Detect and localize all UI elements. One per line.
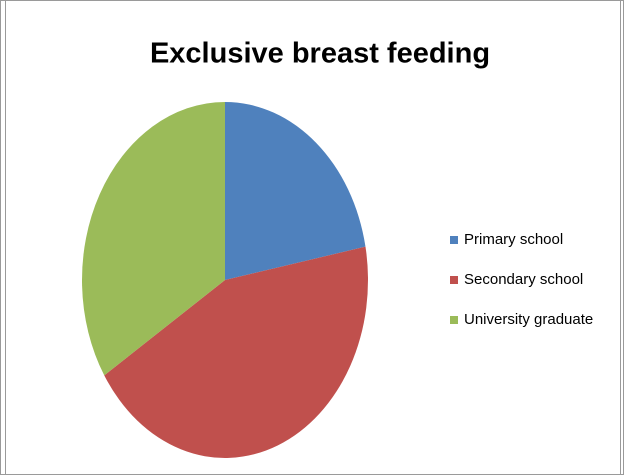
- legend-swatch: [450, 276, 458, 284]
- legend-label: University graduate: [464, 311, 593, 328]
- legend-swatch: [450, 316, 458, 324]
- pie-slice: [104, 246, 368, 458]
- pie-slice: [82, 102, 226, 376]
- legend-label: Secondary school: [464, 271, 583, 288]
- chart-title: Exclusive breast feeding: [150, 38, 490, 70]
- legend-label: Primary school: [464, 231, 563, 248]
- legend-swatch: [450, 236, 458, 244]
- pie-slice: [225, 102, 366, 280]
